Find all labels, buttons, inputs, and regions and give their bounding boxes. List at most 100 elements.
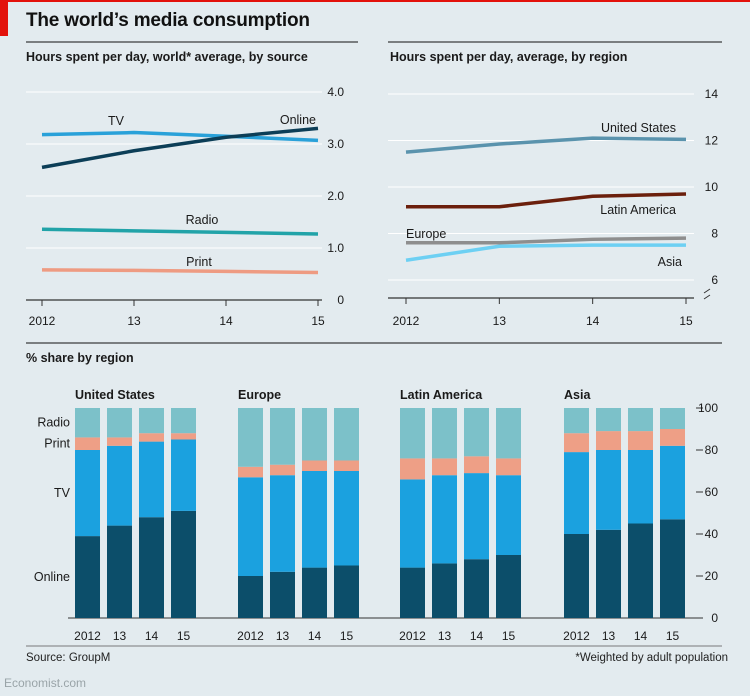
chart3-bar-asia-print: [564, 433, 589, 453]
chart3-group-label-latin-america: Latin America: [400, 388, 483, 402]
chart3-bar-europe-print: [334, 460, 359, 471]
chart1-line-online: [41, 126, 319, 170]
chart3-xtick: 15: [666, 629, 680, 643]
chart2-series-label-asia: Asia: [658, 255, 682, 269]
chart3-xtick: 15: [340, 629, 354, 643]
chart3-bar-latin-america-tv: [464, 473, 489, 560]
chart2-xtick: 15: [679, 314, 693, 328]
chart2-ytick: 10: [705, 180, 719, 194]
chart3-ytick: 60: [705, 485, 719, 499]
chart1-xtick: 13: [127, 314, 141, 328]
chart3-bar-united-states-tv: [171, 439, 196, 511]
chart3-xtick: 15: [502, 629, 516, 643]
chart3-bar-asia-radio: [628, 408, 653, 432]
chart3-bar-latin-america-tv: [432, 475, 457, 564]
chart3-xtick: 14: [145, 629, 159, 643]
chart3-bar-asia-print: [660, 429, 685, 446]
chart3-group-label-europe: Europe: [238, 388, 281, 402]
chart3-bar-latin-america-print: [400, 458, 425, 480]
chart3-xtick: 15: [177, 629, 191, 643]
chart3-xtick: 14: [308, 629, 322, 643]
chart2-axis-break: [703, 288, 711, 300]
chart3-xtick: 13: [276, 629, 290, 643]
chart3-xtick: 2012: [563, 629, 590, 643]
chart3-bar-united-states-print: [139, 433, 164, 442]
chart3-stack-label-radio: Radio: [37, 416, 70, 430]
chart3-bar-asia-tv: [660, 445, 685, 520]
chart3-bar-europe-tv: [334, 471, 359, 566]
accent-top-rule: [8, 0, 750, 2]
chart3-bar-united-states-print: [171, 433, 196, 440]
chart3-bar-united-states-online: [75, 536, 100, 618]
chart3-ytick: 0: [711, 611, 718, 625]
chart3-title: % share by region: [26, 351, 134, 365]
chart3-bar-asia-radio: [564, 408, 589, 434]
chart3-bar-latin-america-radio: [432, 408, 457, 459]
chart3-bar-latin-america-online: [464, 559, 489, 618]
chart3-bar-europe-print: [238, 466, 263, 478]
chart3-bar-europe-radio: [334, 408, 359, 461]
chart3-bar-latin-america-print: [464, 456, 489, 474]
chart1-ytick: 0: [337, 293, 344, 307]
chart1-line-tv: [41, 130, 319, 143]
chart3-bar-europe-radio: [238, 408, 263, 467]
chart3-bar-latin-america-radio: [464, 408, 489, 457]
chart2-ytick: 14: [705, 87, 719, 101]
chart3-group-label-asia: Asia: [564, 388, 591, 402]
chart3-bar-united-states-radio: [75, 408, 100, 438]
chart3-xtick: 14: [470, 629, 484, 643]
credit-logo: Economist.com: [4, 676, 87, 690]
chart3-bar-europe-online: [270, 571, 295, 618]
chart3-bar-united-states-radio: [107, 408, 132, 438]
chart3-bar-united-states-online: [107, 525, 132, 618]
chart3-xtick: 14: [634, 629, 648, 643]
chart3-ytick: 40: [705, 527, 719, 541]
chart2-ytick: 8: [711, 227, 718, 241]
chart3-bar-latin-america-online: [432, 563, 457, 618]
chart3-bar-united-states-tv: [139, 441, 164, 518]
chart3-bar-latin-america-tv: [496, 475, 521, 555]
chart3-bar-asia-online: [628, 523, 653, 618]
chart2-title: Hours spent per day, average, by region: [390, 50, 627, 64]
accent-red-bar: [0, 0, 8, 36]
chart1-series-label-radio: Radio: [186, 213, 219, 227]
chart3-bar-latin-america-radio: [496, 408, 521, 459]
chart2-line-latin-america: [406, 192, 687, 209]
chart3-bar-asia-radio: [660, 408, 685, 429]
chart3-stack-label-print: Print: [44, 437, 70, 451]
chart1-xtick: 15: [311, 314, 325, 328]
footnote: *Weighted by adult population: [575, 652, 728, 664]
chart3-bar-europe-online: [302, 567, 327, 618]
chart1-title: Hours spent per day, world* average, by …: [26, 50, 308, 64]
chart3-bar-united-states-tv: [75, 450, 100, 537]
chart3-bar-latin-america-print: [496, 458, 521, 476]
chart3-xtick: 2012: [237, 629, 264, 643]
chart3-stack-label-online: Online: [34, 570, 70, 584]
chart3-ytick: 80: [705, 443, 719, 457]
chart1-series-label-print: Print: [186, 255, 212, 269]
chart3-bar-united-states-online: [171, 510, 196, 618]
chart2-series-label-united-states: United States: [601, 121, 676, 135]
chart3-xtick: 13: [438, 629, 452, 643]
chart1-series-label-online: Online: [280, 113, 316, 127]
chart3-bar-latin-america-online: [496, 555, 521, 618]
chart1-line-print: [41, 268, 319, 275]
chart3-bar-europe-radio: [302, 408, 327, 461]
chart3-bar-united-states-print: [107, 437, 132, 446]
chart1-ytick: 2.0: [327, 189, 344, 203]
chart3-bar-latin-america-tv: [400, 479, 425, 568]
chart3-bar-europe-radio: [270, 408, 295, 465]
chart3-bar-latin-america-online: [400, 567, 425, 618]
page-title: The world’s media consumption: [26, 10, 310, 31]
chart1-ytick: 4.0: [327, 85, 344, 99]
chart3-xtick: 13: [113, 629, 127, 643]
chart3-ytick: 100: [698, 401, 718, 415]
chart2-xtick: 2012: [393, 314, 420, 328]
chart3-bar-europe-tv: [270, 475, 295, 572]
chart3-bar-asia-tv: [564, 452, 589, 534]
chart3-bar-asia-online: [660, 519, 685, 618]
chart3-xtick: 13: [602, 629, 616, 643]
chart1-xtick: 2012: [29, 314, 56, 328]
chart3-bar-asia-tv: [596, 450, 621, 530]
chart3-bar-asia-print: [596, 431, 621, 450]
